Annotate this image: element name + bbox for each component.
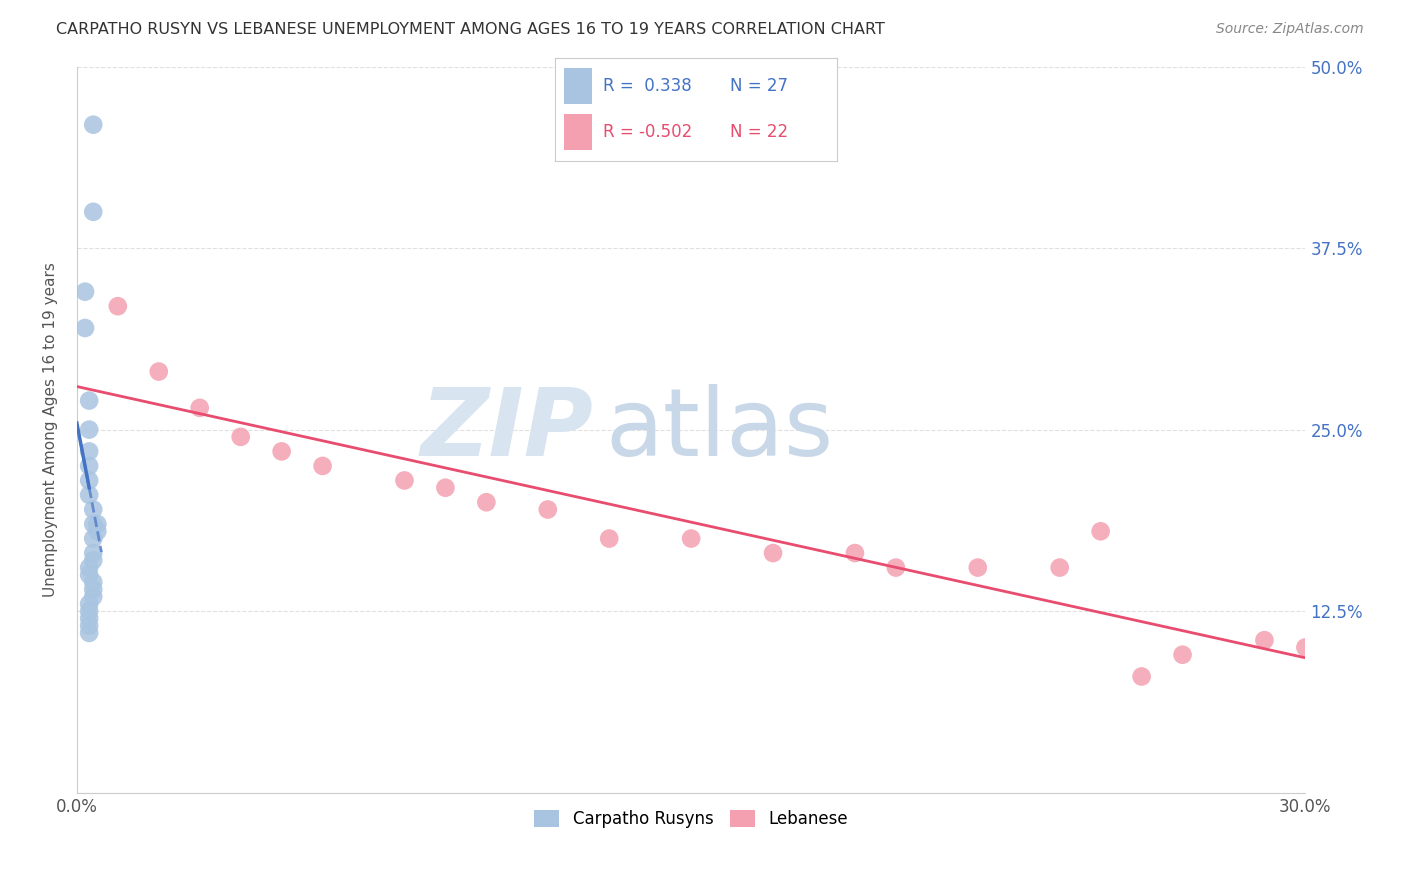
Point xyxy=(77,618,100,632)
Point xyxy=(86,524,108,539)
Point xyxy=(82,553,104,567)
Point xyxy=(77,444,100,458)
Point xyxy=(762,546,785,560)
Point xyxy=(82,502,104,516)
Text: N = 27: N = 27 xyxy=(730,78,787,95)
Text: CARPATHO RUSYN VS LEBANESE UNEMPLOYMENT AMONG AGES 16 TO 19 YEARS CORRELATION CH: CARPATHO RUSYN VS LEBANESE UNEMPLOYMENT … xyxy=(56,22,886,37)
Point xyxy=(1294,640,1316,655)
Text: Source: ZipAtlas.com: Source: ZipAtlas.com xyxy=(1216,22,1364,37)
Point xyxy=(82,575,104,590)
Y-axis label: Unemployment Among Ages 16 to 19 years: Unemployment Among Ages 16 to 19 years xyxy=(44,262,58,597)
Point xyxy=(86,516,108,531)
Point xyxy=(1253,633,1275,648)
Point xyxy=(82,546,104,560)
Point xyxy=(394,474,416,488)
Point xyxy=(966,560,988,574)
Text: ZIP: ZIP xyxy=(420,384,593,475)
Text: R = -0.502: R = -0.502 xyxy=(603,123,692,141)
Point xyxy=(77,567,100,582)
Point xyxy=(77,423,100,437)
Point xyxy=(148,365,170,379)
Point xyxy=(1130,669,1153,683)
Point xyxy=(270,444,292,458)
Point xyxy=(77,393,100,408)
Point xyxy=(73,285,96,299)
Point xyxy=(77,488,100,502)
Point xyxy=(82,516,104,531)
Point xyxy=(434,481,457,495)
Text: N = 22: N = 22 xyxy=(730,123,787,141)
Point xyxy=(1171,648,1194,662)
Point xyxy=(82,590,104,604)
Bar xyxy=(564,114,592,150)
Point xyxy=(1049,560,1071,574)
Point xyxy=(188,401,211,415)
Point xyxy=(77,560,100,574)
Legend: Carpatho Rusyns, Lebanese: Carpatho Rusyns, Lebanese xyxy=(527,804,855,835)
Point xyxy=(77,604,100,618)
Point xyxy=(598,532,620,546)
Point xyxy=(681,532,703,546)
Point xyxy=(82,582,104,597)
Point xyxy=(77,626,100,640)
Point xyxy=(537,502,560,516)
Point xyxy=(884,560,907,574)
Point xyxy=(82,532,104,546)
Point xyxy=(82,118,104,132)
Point xyxy=(82,204,104,219)
Text: atlas: atlas xyxy=(605,384,834,475)
Bar xyxy=(564,68,592,104)
Point xyxy=(475,495,498,509)
Text: R =  0.338: R = 0.338 xyxy=(603,78,692,95)
Point xyxy=(311,458,333,473)
Point xyxy=(77,611,100,625)
Point xyxy=(229,430,252,444)
Point xyxy=(1090,524,1112,539)
Point xyxy=(107,299,129,313)
Point xyxy=(77,474,100,488)
Point xyxy=(77,458,100,473)
Point xyxy=(77,597,100,611)
Point xyxy=(844,546,866,560)
Point xyxy=(73,321,96,335)
